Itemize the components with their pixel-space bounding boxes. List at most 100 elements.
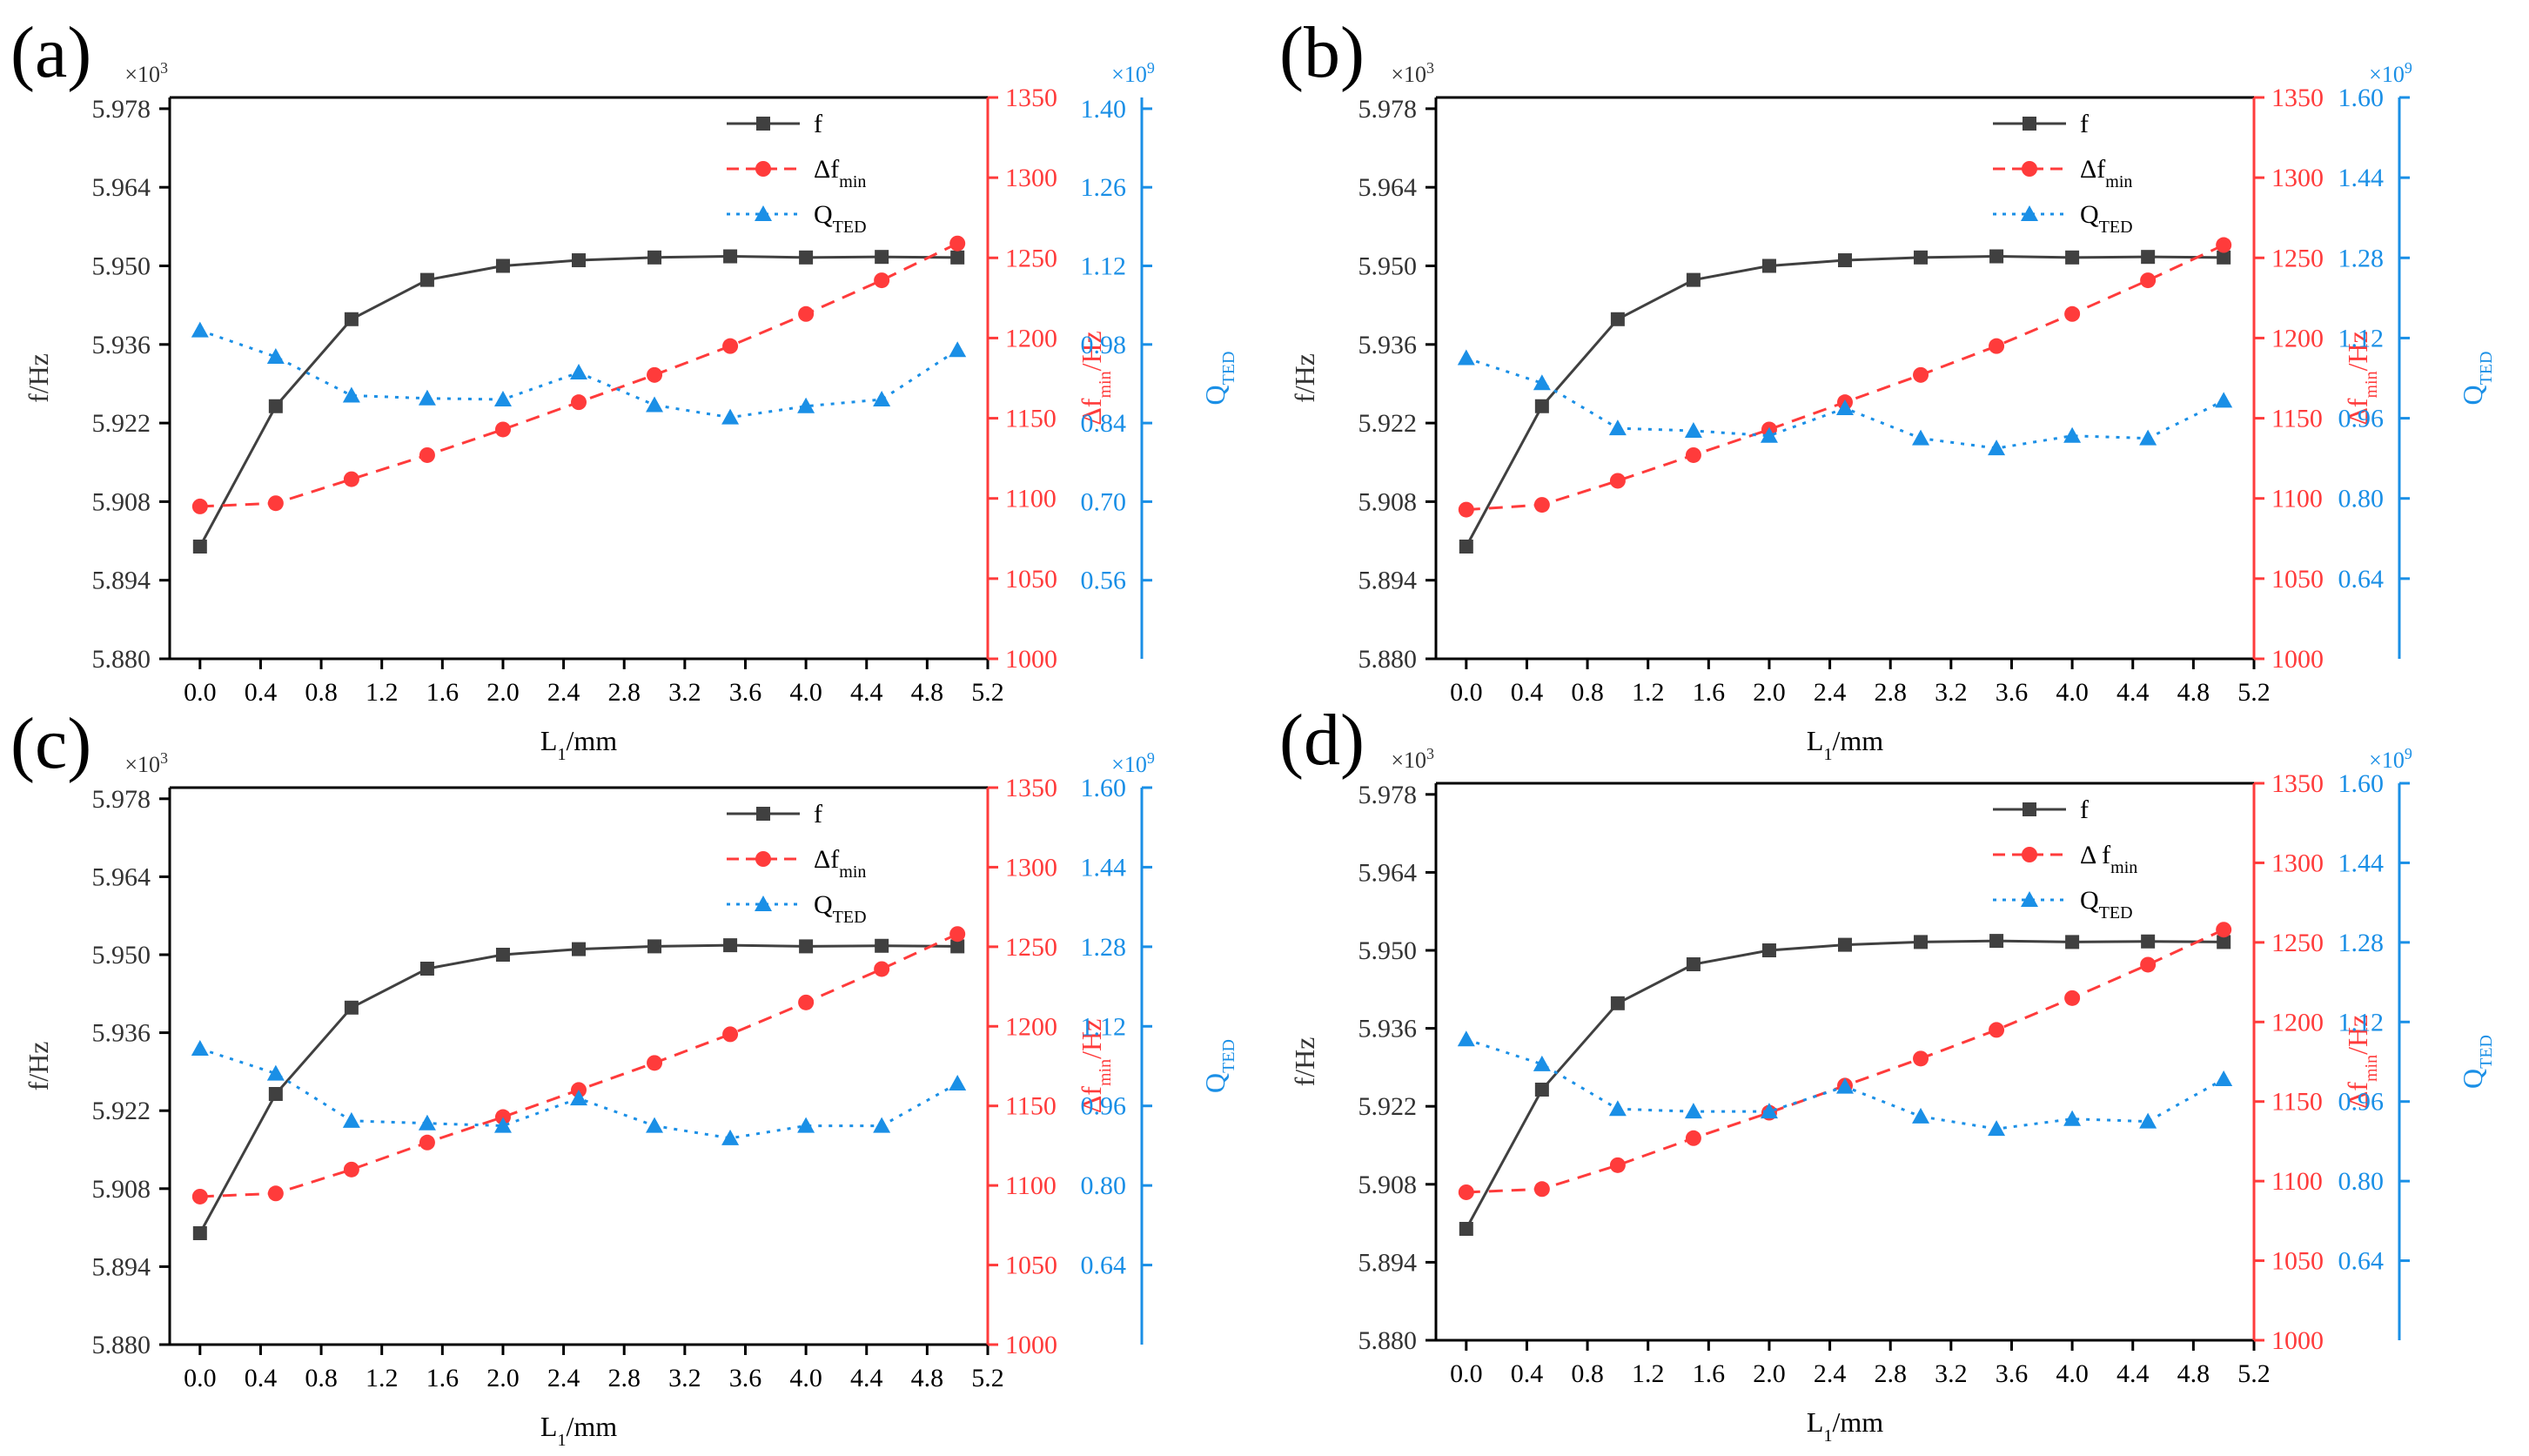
legend-label-part: TED	[2099, 903, 2133, 923]
x-tick-label: 5.2	[2237, 1359, 2271, 1388]
data-point-q-ted	[342, 1111, 360, 1128]
right-y2-axis-multiplier-part: 9	[2405, 745, 2412, 762]
right-y2-axis-multiplier: ×109	[2369, 59, 2412, 87]
right-y1-tick-label: 1000	[1005, 1331, 1057, 1359]
data-point-f	[875, 938, 889, 953]
right-y2-tick-label: 1.28	[2338, 929, 2385, 957]
legend-label-part: min	[2110, 858, 2137, 877]
data-point-f	[1838, 253, 1852, 268]
data-point-q-ted	[1836, 399, 1854, 416]
right-y1-tick-label: 1200	[2271, 1008, 2324, 1037]
left-y-tick-label: 5.936	[92, 331, 151, 359]
x-tick-label: 0.0	[184, 1364, 217, 1392]
right-y2-tick-label: 0.84	[1081, 409, 1127, 438]
data-point-q-ted	[1533, 1055, 1551, 1071]
right-y2-axis-title-part: TED	[2477, 352, 2496, 386]
left-y-tick-label: 5.978	[92, 785, 151, 814]
right-y2-tick-label: 0.64	[2338, 565, 2385, 594]
data-point-f	[419, 962, 434, 976]
x-axis-title-part: L	[1807, 1406, 1824, 1438]
right-y1-axis-title-part: min	[1096, 1059, 1115, 1086]
right-y1-tick-label: 1150	[1005, 405, 1057, 433]
data-point-f	[950, 939, 965, 954]
legend-label-part: min	[2105, 172, 2132, 191]
left-y-tick-label: 5.922	[1358, 409, 1418, 438]
left-axis-multiplier: ×103	[124, 749, 168, 777]
right-y1-tick-label: 1200	[1005, 324, 1057, 352]
right-y2-tick-label: 1.28	[1081, 933, 1127, 962]
left-y-axis-title: f/Hz	[23, 353, 54, 403]
series-line-df-min	[1466, 928, 2224, 1194]
right-y2-tick-label: 0.64	[1081, 1251, 1127, 1280]
data-point-f	[647, 939, 662, 954]
data-point-q-ted	[1608, 1100, 1627, 1117]
x-tick-label: 5.2	[971, 678, 1004, 707]
data-point-q-ted	[1760, 1103, 1778, 1119]
legend-label-part: min	[839, 862, 866, 882]
legend-label-part: Q	[814, 200, 833, 229]
right-y1-tick-label: 1250	[1005, 933, 1057, 962]
data-point-f	[1761, 258, 1776, 273]
data-point-df-min	[2140, 272, 2157, 289]
right-y1-tick-label: 1150	[2271, 1088, 2323, 1117]
data-point-f	[495, 948, 510, 962]
right-y2-tick-label: 0.80	[1081, 1171, 1127, 1200]
data-point-q-ted	[797, 397, 815, 413]
data-point-q-ted	[266, 1064, 285, 1081]
data-point-f	[1459, 540, 1473, 554]
right-y2-tick-label: 1.12	[2338, 1008, 2385, 1037]
legend-label: Δ fmin	[2080, 841, 2137, 877]
data-point-df-min	[1989, 1022, 2005, 1038]
data-point-df-min	[343, 1161, 359, 1178]
legend-label: QTED	[2080, 200, 2133, 237]
data-point-f	[723, 249, 738, 264]
data-point-q-ted	[2063, 426, 2082, 443]
x-tick-label: 0.0	[184, 678, 217, 707]
right-y2-axis-title: QTED	[2457, 352, 2496, 406]
legend-marker	[2021, 205, 2038, 221]
right-y1-tick-label: 1100	[2271, 485, 2323, 513]
data-point-df-min	[419, 1134, 435, 1151]
right-y2-tick-label: 1.12	[2338, 324, 2385, 352]
data-point-q-ted	[949, 1075, 967, 1090]
right-y1-tick-label: 1250	[1005, 244, 1057, 272]
data-point-df-min	[1458, 501, 1474, 518]
data-point-f	[950, 250, 965, 265]
data-point-f	[723, 938, 738, 953]
data-point-f	[572, 253, 586, 268]
x-tick-label: 1.6	[1693, 678, 1726, 707]
x-tick-label: 3.6	[729, 678, 762, 707]
data-point-q-ted	[2215, 392, 2233, 408]
left-y-tick-label: 5.880	[1358, 645, 1418, 674]
data-point-q-ted	[418, 1114, 436, 1131]
data-point-df-min	[1609, 1157, 1626, 1173]
x-tick-label: 1.2	[1632, 1359, 1665, 1388]
x-tick-label: 5.2	[2237, 678, 2271, 707]
right-y2-axis-title-part: TED	[2477, 1035, 2496, 1069]
right-y2-axis-title: QTED	[2457, 1035, 2496, 1089]
right-y2-tick-label: 1.60	[2338, 769, 2385, 798]
x-axis-title-part: L	[540, 1411, 558, 1442]
right-y1-axis-title-part: min	[1096, 371, 1115, 398]
right-y2-axis-multiplier-part: 9	[2405, 59, 2412, 77]
data-point-df-min	[1685, 446, 1701, 463]
data-point-df-min	[571, 394, 587, 411]
right-y1-axis-title-part: min	[2362, 1055, 2381, 1082]
x-tick-label: 4.4	[2116, 1359, 2150, 1388]
right-y1-tick-label: 1150	[2271, 405, 2323, 433]
data-point-f	[192, 540, 207, 554]
panel-label: (c)	[10, 703, 91, 784]
x-tick-label: 1.2	[366, 678, 399, 707]
data-point-q-ted	[570, 364, 587, 380]
panel-label: (b)	[1279, 12, 1365, 93]
x-tick-label: 3.2	[668, 1364, 701, 1392]
left-y-tick-label: 5.894	[1358, 567, 1418, 595]
left-axis-multiplier-part: 3	[160, 59, 168, 77]
legend-label-part: f	[2080, 110, 2089, 138]
left-y-tick-label: 5.908	[1358, 487, 1418, 516]
x-tick-label: 4.0	[2056, 1359, 2089, 1388]
right-y2-axis-multiplier: ×109	[1111, 749, 1155, 777]
data-point-f	[1610, 312, 1625, 326]
data-point-f	[268, 399, 283, 413]
